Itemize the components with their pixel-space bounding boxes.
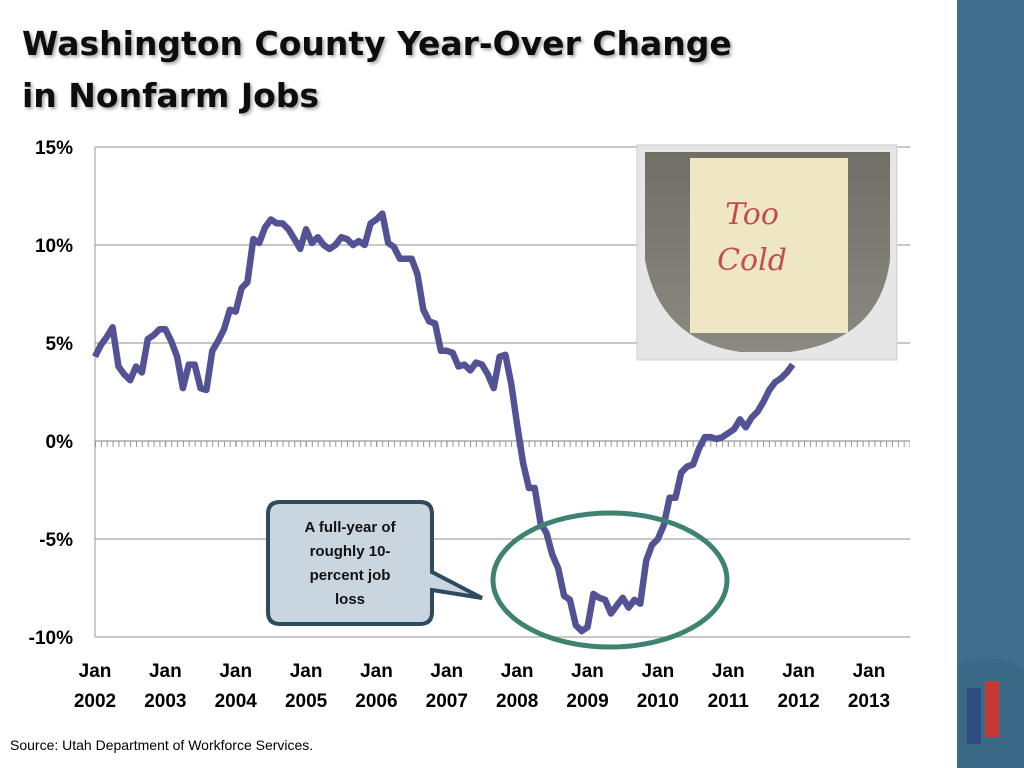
plot: -10% -5% 0% 5% 10% 15% Jan 2002 Jan 2003 Jan 2004 Ja… xyxy=(29,138,910,712)
photo: Too Cold xyxy=(636,144,898,361)
callout-line: roughly 10- xyxy=(310,543,391,560)
y-tick-label: 5% xyxy=(46,334,74,355)
x-tick-label: Jan 2013 xyxy=(848,661,890,712)
x-tick-label: Jan 2011 xyxy=(708,661,750,712)
x-tick-label: Jan 2008 xyxy=(496,661,538,712)
x-tick-label: Jan 2010 xyxy=(637,661,679,712)
callout-line: loss xyxy=(335,591,365,608)
data-line xyxy=(92,210,796,635)
callout-box xyxy=(266,500,483,626)
callout-line: A full-year of xyxy=(304,519,396,536)
source: Source: Utah Department of Workforce Ser… xyxy=(10,737,313,753)
title-line: in Nonfarm Jobs xyxy=(22,76,319,115)
y-tick-label: 10% xyxy=(35,236,73,257)
sidebar xyxy=(957,0,1024,768)
x-tick-label: Jan 2005 xyxy=(285,661,328,712)
y-tick-label: -5% xyxy=(39,530,73,551)
x-tick-label: Jan 2006 xyxy=(355,661,397,712)
callout-line: percent job xyxy=(310,567,391,584)
x-tick-label: Jan 2012 xyxy=(777,661,819,712)
y-tick-label: 0% xyxy=(46,432,74,453)
note-text: Too Cold xyxy=(717,197,787,278)
x-tick-label: Jan 2009 xyxy=(566,661,608,712)
callout: A full-year of roughly 10- percent job loss xyxy=(266,500,483,626)
x-tick-label: Jan 2007 xyxy=(426,661,468,712)
y-tick-label: 15% xyxy=(35,138,73,159)
title-line: Washington County Year-Over Change xyxy=(22,24,732,63)
x-tick-label: Jan 2003 xyxy=(144,661,186,712)
title: Washington County Year-Over Change in Non… xyxy=(22,24,732,115)
highlight-ellipse xyxy=(490,510,730,650)
x-tick-label: Jan 2002 xyxy=(74,661,116,712)
logo xyxy=(967,681,999,744)
sticky-note xyxy=(690,158,848,333)
y-tick-label: -10% xyxy=(29,628,73,649)
x-tick-label: Jan 2004 xyxy=(215,661,258,712)
